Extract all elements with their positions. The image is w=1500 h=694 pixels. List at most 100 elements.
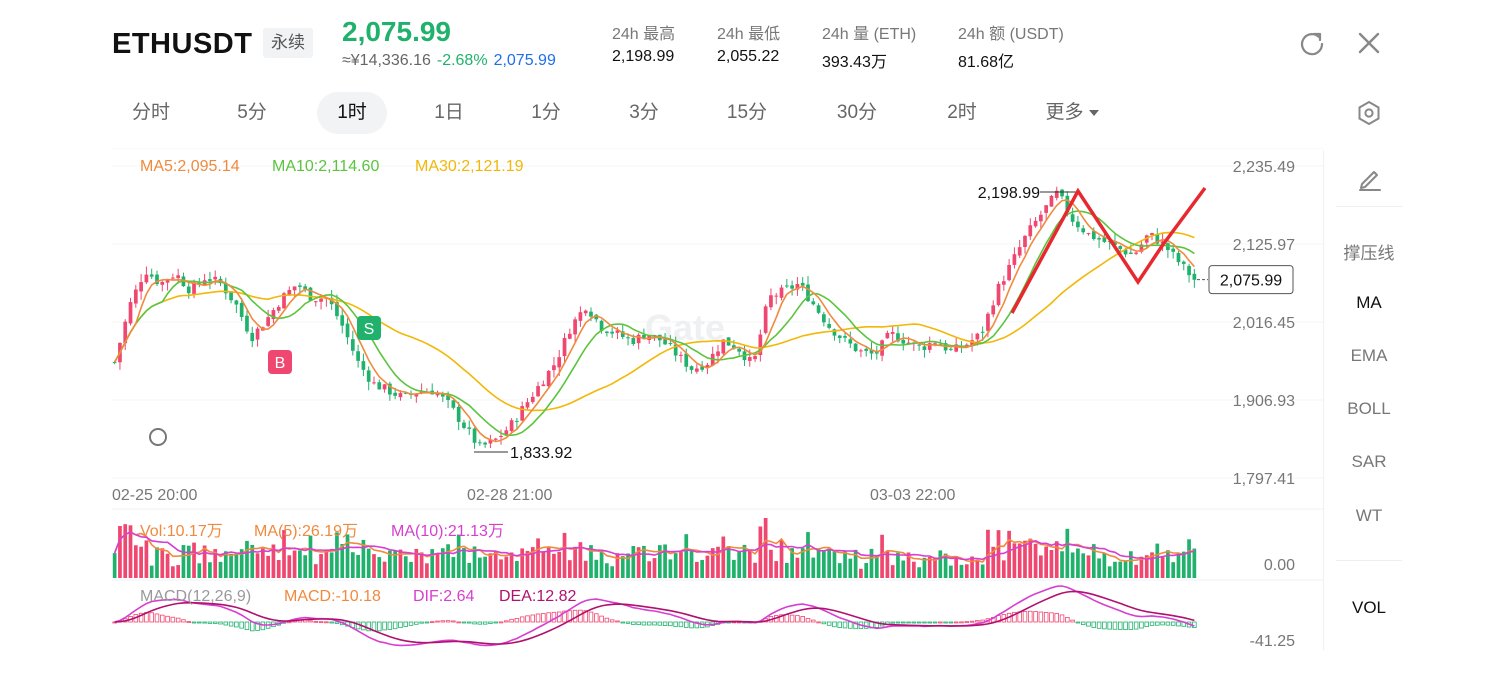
rotate-screen-icon[interactable] <box>149 428 167 446</box>
price-axis-tick: 2,125.97 <box>1233 237 1295 254</box>
sidebar-item-support-resistance[interactable]: 撑压线 <box>1343 244 1395 263</box>
stat-label: 24h 最高 <box>612 26 676 43</box>
volume-bar <box>721 536 726 578</box>
sidebar-divider <box>1336 560 1402 561</box>
tab-15m[interactable]: 15分 <box>726 102 768 123</box>
tab-5m[interactable]: 5分 <box>237 102 267 123</box>
volume-bar <box>324 549 329 578</box>
sell-marker[interactable] <box>357 316 381 340</box>
volume-bar <box>425 563 429 578</box>
draw-pencil-icon[interactable] <box>1356 164 1384 192</box>
macd-histogram-bar <box>562 610 567 623</box>
tab-time-share[interactable]: 分时 <box>131 102 170 123</box>
macd-histogram-bar <box>609 619 615 623</box>
candle-body <box>1128 252 1133 254</box>
macd-histogram-bar <box>1022 611 1028 623</box>
candle-body <box>917 344 921 346</box>
volume-bar <box>769 549 773 578</box>
macd-histogram-bar <box>636 621 641 626</box>
macd-histogram-bar <box>228 621 234 627</box>
kline-chart[interactable]: 2,235.49 2,125.97 2,016.45 1,906.93 1,797.41… <box>0 148 1500 658</box>
macd-histogram-bar <box>398 621 403 629</box>
macd-histogram-bar <box>657 621 663 626</box>
sidebar-item-ema[interactable]: EMA <box>1350 346 1388 365</box>
ma5-line <box>113 199 1195 443</box>
macd-histogram-bar <box>408 621 414 626</box>
candle-body <box>769 295 773 308</box>
candle-body <box>927 343 932 350</box>
sidebar-item-wt[interactable]: WT <box>1355 506 1383 525</box>
candle-body <box>112 361 117 363</box>
macd-histogram-bar <box>429 621 435 624</box>
macd-legend: MACD:-10.18 <box>284 588 381 605</box>
volume-bar <box>578 542 583 578</box>
tab-1m[interactable]: 1分 <box>531 102 561 123</box>
buy-marker[interactable] <box>268 350 292 374</box>
volume-bar <box>827 548 832 578</box>
candle-body <box>1181 261 1186 264</box>
candle-body <box>1039 214 1043 222</box>
macd-histogram-bar <box>477 621 483 625</box>
volume-bar <box>864 563 869 578</box>
macd-histogram-bar <box>890 621 895 624</box>
time-axis-tick: 02-28 21:00 <box>467 487 553 504</box>
macd-histogram-bar <box>445 620 451 623</box>
macd-histogram-bar <box>191 621 197 624</box>
macd-histogram-bar <box>1139 621 1144 629</box>
settings-hexagon-icon[interactable] <box>1354 98 1384 128</box>
volume-bar <box>885 550 890 578</box>
sidebar-item-boll[interactable]: BOLL <box>1347 399 1391 418</box>
candle-body <box>292 286 297 291</box>
price-subline: ≈¥14,336.16 -2.68% 2,075.99 <box>342 52 556 70</box>
candle-body <box>594 314 599 320</box>
volume-bar <box>938 550 943 578</box>
sidebar-item-ma[interactable]: MA <box>1356 293 1382 312</box>
stat-label: 24h 量 (ETH) <box>822 26 917 43</box>
volume-bar <box>1118 561 1123 578</box>
macd-histogram-bar <box>811 619 816 623</box>
candle-body <box>626 337 630 339</box>
volume-bar <box>626 553 630 578</box>
chart-area[interactable]: 2,235.49 2,125.97 2,016.45 1,906.93 1,797.41… <box>0 148 1500 658</box>
macd-histogram-bar <box>816 621 821 624</box>
tab-1h[interactable]: 1时 <box>317 92 387 134</box>
volume-bar <box>1028 538 1033 578</box>
refresh-icon[interactable] <box>1297 28 1327 58</box>
sidebar-item-sar[interactable]: SAR <box>1351 452 1387 471</box>
candle-body <box>631 337 636 344</box>
candle-body <box>848 339 853 344</box>
volume-bar <box>631 545 636 578</box>
candle-body <box>1150 233 1154 235</box>
volume-bar <box>986 529 990 578</box>
volume-bar <box>271 544 276 578</box>
candle-body <box>1033 220 1038 227</box>
candle-body <box>1118 246 1123 249</box>
candle-body <box>462 422 466 428</box>
volume-bar <box>927 556 932 578</box>
volume-bar <box>700 559 704 578</box>
volume-bar <box>1081 553 1086 578</box>
candle-body <box>530 396 535 403</box>
tab-30m[interactable]: 30分 <box>836 102 878 123</box>
volume-bar <box>779 540 784 578</box>
macd-histogram-bar <box>964 621 970 624</box>
volume-bar <box>753 562 757 578</box>
close-icon[interactable] <box>1354 28 1384 58</box>
tab-more[interactable]: 更多 <box>1032 92 1112 134</box>
candle-body <box>1065 195 1070 213</box>
candle-body <box>155 274 159 285</box>
dea-legend: DEA:12.82 <box>499 588 577 605</box>
volume-bar <box>657 545 662 578</box>
macd-histogram-bar <box>1059 614 1065 623</box>
w-pattern-drawing[interactable] <box>1010 186 1207 314</box>
macd-dea-line <box>114 590 1195 645</box>
volume-bar <box>329 552 334 578</box>
volume-bar <box>1086 555 1091 578</box>
tab-1d[interactable]: 1日 <box>434 102 464 123</box>
candle-body <box>520 406 525 421</box>
tab-3m[interactable]: 3分 <box>629 102 659 123</box>
sidebar-item-vol[interactable]: VOL <box>1351 598 1387 617</box>
tab-2h[interactable]: 2时 <box>947 102 977 123</box>
symbol-title[interactable]: ETHUSDT <box>112 28 253 60</box>
macd-histogram-bar <box>1096 621 1102 629</box>
